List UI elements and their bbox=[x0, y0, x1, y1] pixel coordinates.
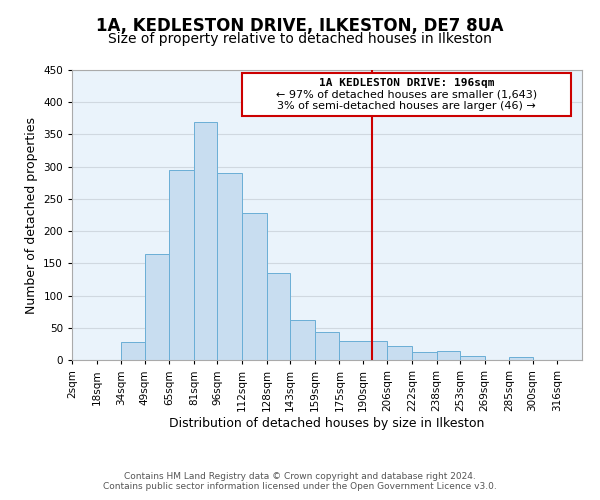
Y-axis label: Number of detached properties: Number of detached properties bbox=[25, 116, 38, 314]
Bar bbox=[509, 357, 533, 360]
Bar bbox=[340, 340, 387, 360]
Bar bbox=[290, 320, 314, 360]
Bar bbox=[217, 173, 242, 360]
X-axis label: Distribution of detached houses by size in Ilkeston: Distribution of detached houses by size … bbox=[169, 416, 485, 430]
Bar bbox=[460, 356, 485, 360]
Bar bbox=[121, 342, 145, 360]
Bar bbox=[145, 254, 169, 360]
Bar bbox=[412, 352, 437, 360]
Text: Contains public sector information licensed under the Open Government Licence v3: Contains public sector information licen… bbox=[103, 482, 497, 491]
Text: 3% of semi-detached houses are larger (46) →: 3% of semi-detached houses are larger (4… bbox=[277, 101, 536, 111]
Bar bbox=[242, 213, 267, 360]
Bar bbox=[314, 332, 340, 360]
Text: Size of property relative to detached houses in Ilkeston: Size of property relative to detached ho… bbox=[108, 32, 492, 46]
Bar bbox=[194, 122, 217, 360]
Bar bbox=[437, 351, 460, 360]
Text: 1A KEDLESTON DRIVE: 196sqm: 1A KEDLESTON DRIVE: 196sqm bbox=[319, 78, 494, 88]
FancyBboxPatch shape bbox=[242, 72, 571, 117]
Bar bbox=[169, 170, 194, 360]
Text: 1A, KEDLESTON DRIVE, ILKESTON, DE7 8UA: 1A, KEDLESTON DRIVE, ILKESTON, DE7 8UA bbox=[96, 18, 504, 36]
Bar bbox=[387, 346, 412, 360]
Text: ← 97% of detached houses are smaller (1,643): ← 97% of detached houses are smaller (1,… bbox=[276, 90, 537, 100]
Text: Contains HM Land Registry data © Crown copyright and database right 2024.: Contains HM Land Registry data © Crown c… bbox=[124, 472, 476, 481]
Bar bbox=[267, 273, 290, 360]
